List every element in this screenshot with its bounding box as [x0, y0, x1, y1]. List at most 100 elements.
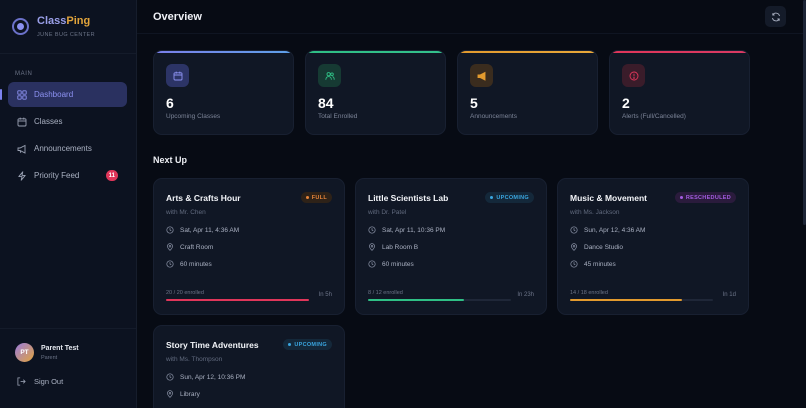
clock-icon — [368, 226, 376, 234]
calendar-icon — [17, 117, 27, 127]
sign-out-button[interactable]: Sign Out — [0, 362, 136, 386]
stat-total-enrolled: 84 Total Enrolled — [305, 50, 446, 135]
brand: ClassPing JUNE BUG CENTER — [0, 0, 136, 54]
class-title: Arts & Crafts Hour — [166, 193, 241, 203]
grid-icon — [17, 89, 27, 100]
class-datetime: Sat, Apr 11, 4:36 AM — [166, 226, 239, 234]
sidebar-item-classes[interactable]: Classes — [8, 109, 127, 134]
sidebar-footer: PT Parent Test Parent Sign Out — [0, 328, 136, 408]
main-content: Overview 6 Upcoming Classes 84 — [137, 0, 806, 408]
stat-value: 2 — [622, 95, 630, 111]
enrollment-progress — [368, 299, 511, 301]
class-card-little-scientists[interactable]: Little Scientists Lab UPCOMING with Dr. … — [355, 178, 547, 315]
clock-icon — [570, 226, 578, 234]
scrollbar[interactable] — [803, 0, 806, 225]
enrollment-progress — [570, 299, 713, 301]
class-location: Library — [166, 390, 200, 398]
bolt-icon — [17, 170, 27, 181]
sign-out-icon — [17, 377, 26, 386]
enrollment-count: 8 / 12 enrolled — [368, 290, 403, 296]
stat-label: Announcements — [470, 113, 517, 120]
location-pin-icon — [167, 390, 173, 398]
class-datetime: Sun, Apr 12, 10:36 PM — [166, 373, 245, 381]
center-name: JUNE BUG CENTER — [37, 32, 95, 38]
page-title: Overview — [153, 11, 202, 23]
clock-icon — [368, 260, 376, 268]
active-indicator — [0, 89, 2, 100]
sidebar-item-label: Priority Feed — [34, 171, 80, 180]
status-badge: FULL — [300, 192, 332, 203]
avatar: PT — [15, 343, 34, 362]
stat-label: Total Enrolled — [318, 113, 358, 120]
sidebar-item-dashboard[interactable]: Dashboard — [0, 82, 127, 107]
sidebar-item-announcements[interactable]: Announcements — [8, 136, 127, 161]
calendar-icon — [166, 64, 189, 87]
class-title: Music & Movement — [570, 193, 647, 203]
stat-value: 5 — [470, 95, 478, 111]
status-badge: UPCOMING — [283, 339, 332, 350]
class-location: Dance Studio — [570, 243, 623, 251]
instructor: with Ms. Jackson — [570, 209, 620, 216]
stat-value: 6 — [166, 95, 174, 111]
enrollment-progress — [166, 299, 309, 301]
user-profile[interactable]: PT Parent Test Parent — [0, 329, 136, 362]
app-title: ClassPing — [37, 15, 91, 27]
class-duration: 60 minutes — [368, 260, 414, 268]
class-location: Craft Room — [166, 243, 213, 251]
stat-upcoming-classes: 6 Upcoming Classes — [153, 50, 294, 135]
stat-label: Alerts (Full/Cancelled) — [622, 113, 686, 120]
stat-alerts: 2 Alerts (Full/Cancelled) — [609, 50, 750, 135]
class-card-music-movement[interactable]: Music & Movement RESCHEDULED with Ms. Ja… — [557, 178, 749, 315]
location-pin-icon — [369, 243, 375, 251]
megaphone-icon — [470, 64, 493, 87]
status-badge: RESCHEDULED — [674, 192, 736, 203]
clock-icon — [166, 260, 174, 268]
enrollment-count: 14 / 18 enrolled — [570, 290, 608, 296]
sidebar-item-label: Announcements — [34, 144, 92, 153]
instructor: with Ms. Thompson — [166, 356, 223, 363]
sidebar-item-priority-feed[interactable]: Priority Feed 11 — [8, 163, 127, 188]
location-pin-icon — [167, 243, 173, 251]
class-title: Little Scientists Lab — [368, 193, 449, 203]
clock-icon — [166, 226, 174, 234]
sidebar-item-label: Dashboard — [34, 90, 74, 99]
refresh-icon — [771, 12, 780, 21]
class-duration: 60 minutes — [166, 260, 212, 268]
enrollment-count: 20 / 20 enrolled — [166, 290, 204, 296]
sidebar-item-label: Classes — [34, 117, 63, 126]
class-card-story-time[interactable]: Story Time Adventures UPCOMING with Ms. … — [153, 325, 345, 408]
class-location: Lab Room B — [368, 243, 418, 251]
refresh-button[interactable] — [765, 6, 786, 27]
class-title: Story Time Adventures — [166, 340, 259, 350]
status-badge: UPCOMING — [485, 192, 534, 203]
user-role: Parent — [41, 354, 58, 361]
time-until: In 23h — [517, 292, 534, 298]
user-name: Parent Test — [41, 344, 79, 352]
class-card-arts-crafts[interactable]: Arts & Crafts Hour FULL with Mr. Chen Sa… — [153, 178, 345, 315]
stat-label: Upcoming Classes — [166, 113, 221, 120]
time-until: In 1d — [722, 292, 736, 298]
stat-announcements: 5 Announcements — [457, 50, 598, 135]
stat-value: 84 — [318, 95, 334, 111]
instructor: with Dr. Patel — [368, 209, 407, 216]
nav-section-label: MAIN — [15, 71, 33, 77]
alert-circle-icon — [622, 64, 645, 87]
sidebar: ClassPing JUNE BUG CENTER MAIN Dashboard… — [0, 0, 137, 408]
logo-icon — [12, 18, 29, 35]
time-until: In 5h — [318, 292, 332, 298]
next-up-heading: Next Up — [153, 155, 188, 165]
location-pin-icon — [571, 243, 577, 251]
instructor: with Mr. Chen — [166, 209, 206, 216]
priority-count-badge: 11 — [105, 170, 118, 181]
megaphone-icon — [17, 144, 27, 154]
class-datetime: Sun, Apr 12, 4:36 AM — [570, 226, 645, 234]
clock-icon — [570, 260, 578, 268]
class-duration: 45 minutes — [570, 260, 616, 268]
top-bar: Overview — [137, 0, 806, 34]
sign-out-label: Sign Out — [34, 377, 64, 386]
stats-row: 6 Upcoming Classes 84 Total Enrolled 5 A… — [153, 50, 750, 135]
class-datetime: Sat, Apr 11, 10:36 PM — [368, 226, 445, 234]
users-icon — [318, 64, 341, 87]
clock-icon — [166, 373, 174, 381]
